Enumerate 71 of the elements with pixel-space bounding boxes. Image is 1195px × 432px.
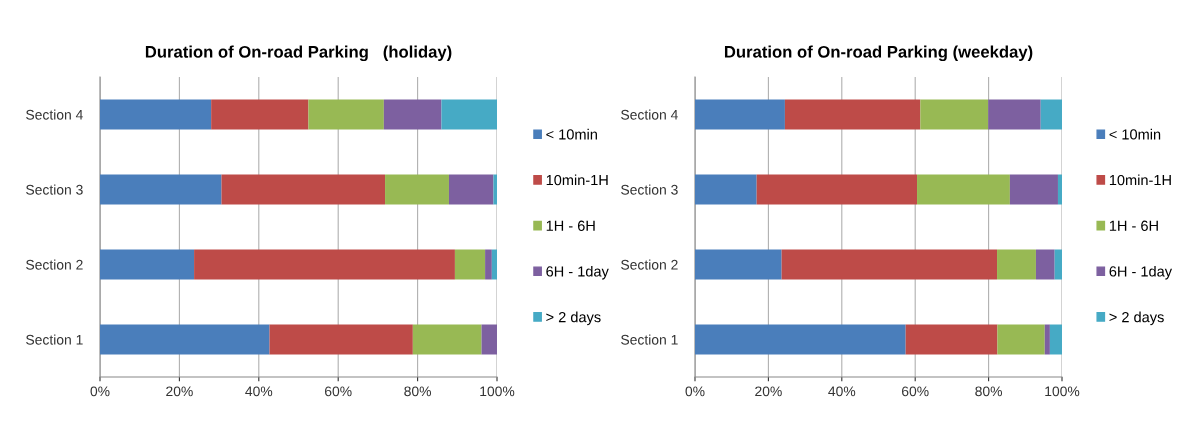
bar	[997, 324, 1045, 355]
bar	[1049, 324, 1062, 355]
bar	[221, 174, 386, 205]
bar	[695, 174, 757, 205]
bar	[194, 249, 455, 280]
bar	[1054, 249, 1062, 280]
bar	[784, 99, 921, 130]
legend-label: 6H - 1day	[546, 265, 609, 280]
bar	[441, 99, 497, 130]
y-tick-label: Section 3	[621, 184, 678, 195]
bar	[997, 249, 1036, 280]
bar	[100, 174, 222, 205]
x-tick-label: 80%	[404, 386, 432, 397]
y-tick-label: Section 4	[26, 109, 83, 120]
x-tick-label: 100%	[480, 386, 515, 397]
bar	[100, 324, 270, 355]
bar	[383, 99, 442, 130]
bar	[756, 174, 918, 205]
legend-label: < 10min	[546, 128, 597, 140]
legend-label: 10min-1H	[546, 174, 608, 186]
x-tick-label: 0%	[90, 386, 110, 397]
bar	[481, 324, 497, 355]
x-tick-label: 20%	[755, 386, 782, 397]
x-tick-label: 80%	[975, 386, 1003, 397]
x-tick-label: 40%	[828, 386, 856, 397]
bar	[695, 99, 785, 130]
bar	[905, 324, 998, 355]
bar	[1057, 174, 1062, 205]
x-tick-label: 60%	[902, 386, 929, 397]
bar	[448, 174, 494, 205]
x-tick-label: 0%	[685, 386, 705, 397]
bar	[493, 174, 497, 205]
bar	[485, 249, 492, 280]
bar	[308, 99, 384, 130]
bar	[917, 174, 1010, 205]
legend-label: 10min-1H	[1109, 174, 1171, 186]
bar	[211, 99, 309, 130]
bar	[454, 249, 486, 280]
y-tick-label: Section 4	[621, 109, 678, 120]
bar	[695, 249, 782, 280]
bar	[385, 174, 449, 205]
legend-label: 6H - 1day	[1109, 265, 1173, 280]
legend-label: 1H - 6H	[546, 220, 595, 231]
bar	[491, 249, 497, 280]
x-tick-label: 100%	[1045, 386, 1080, 397]
legend-label: < 10min	[1109, 128, 1161, 140]
bar	[1009, 174, 1058, 205]
chart-title: Duration of On-road Parking (holiday)	[145, 45, 452, 62]
y-tick-label: Section 1	[621, 334, 678, 345]
x-tick-label: 40%	[245, 386, 273, 397]
legend-label: 1H - 6H	[1109, 220, 1158, 231]
y-tick-label: Section 2	[26, 259, 83, 270]
bar	[100, 99, 212, 130]
legend-label: > 2 days	[546, 311, 601, 326]
legend-label: > 2 days	[1109, 311, 1164, 326]
y-tick-label: Section 1	[26, 334, 83, 345]
bar	[412, 324, 482, 355]
bar	[269, 324, 413, 355]
bar	[1044, 324, 1050, 355]
bar	[100, 249, 195, 280]
chart-title: Duration of On-road Parking (weekday)	[724, 45, 1033, 62]
x-tick-label: 60%	[325, 386, 352, 397]
bar	[988, 99, 1041, 130]
bar	[781, 249, 998, 280]
y-tick-label: Section 2	[621, 259, 678, 270]
x-tick-label: 20%	[166, 386, 193, 397]
bar	[920, 99, 989, 130]
bar	[1035, 249, 1055, 280]
bar	[695, 324, 906, 355]
bar	[1040, 99, 1062, 130]
y-tick-label: Section 3	[26, 184, 83, 195]
